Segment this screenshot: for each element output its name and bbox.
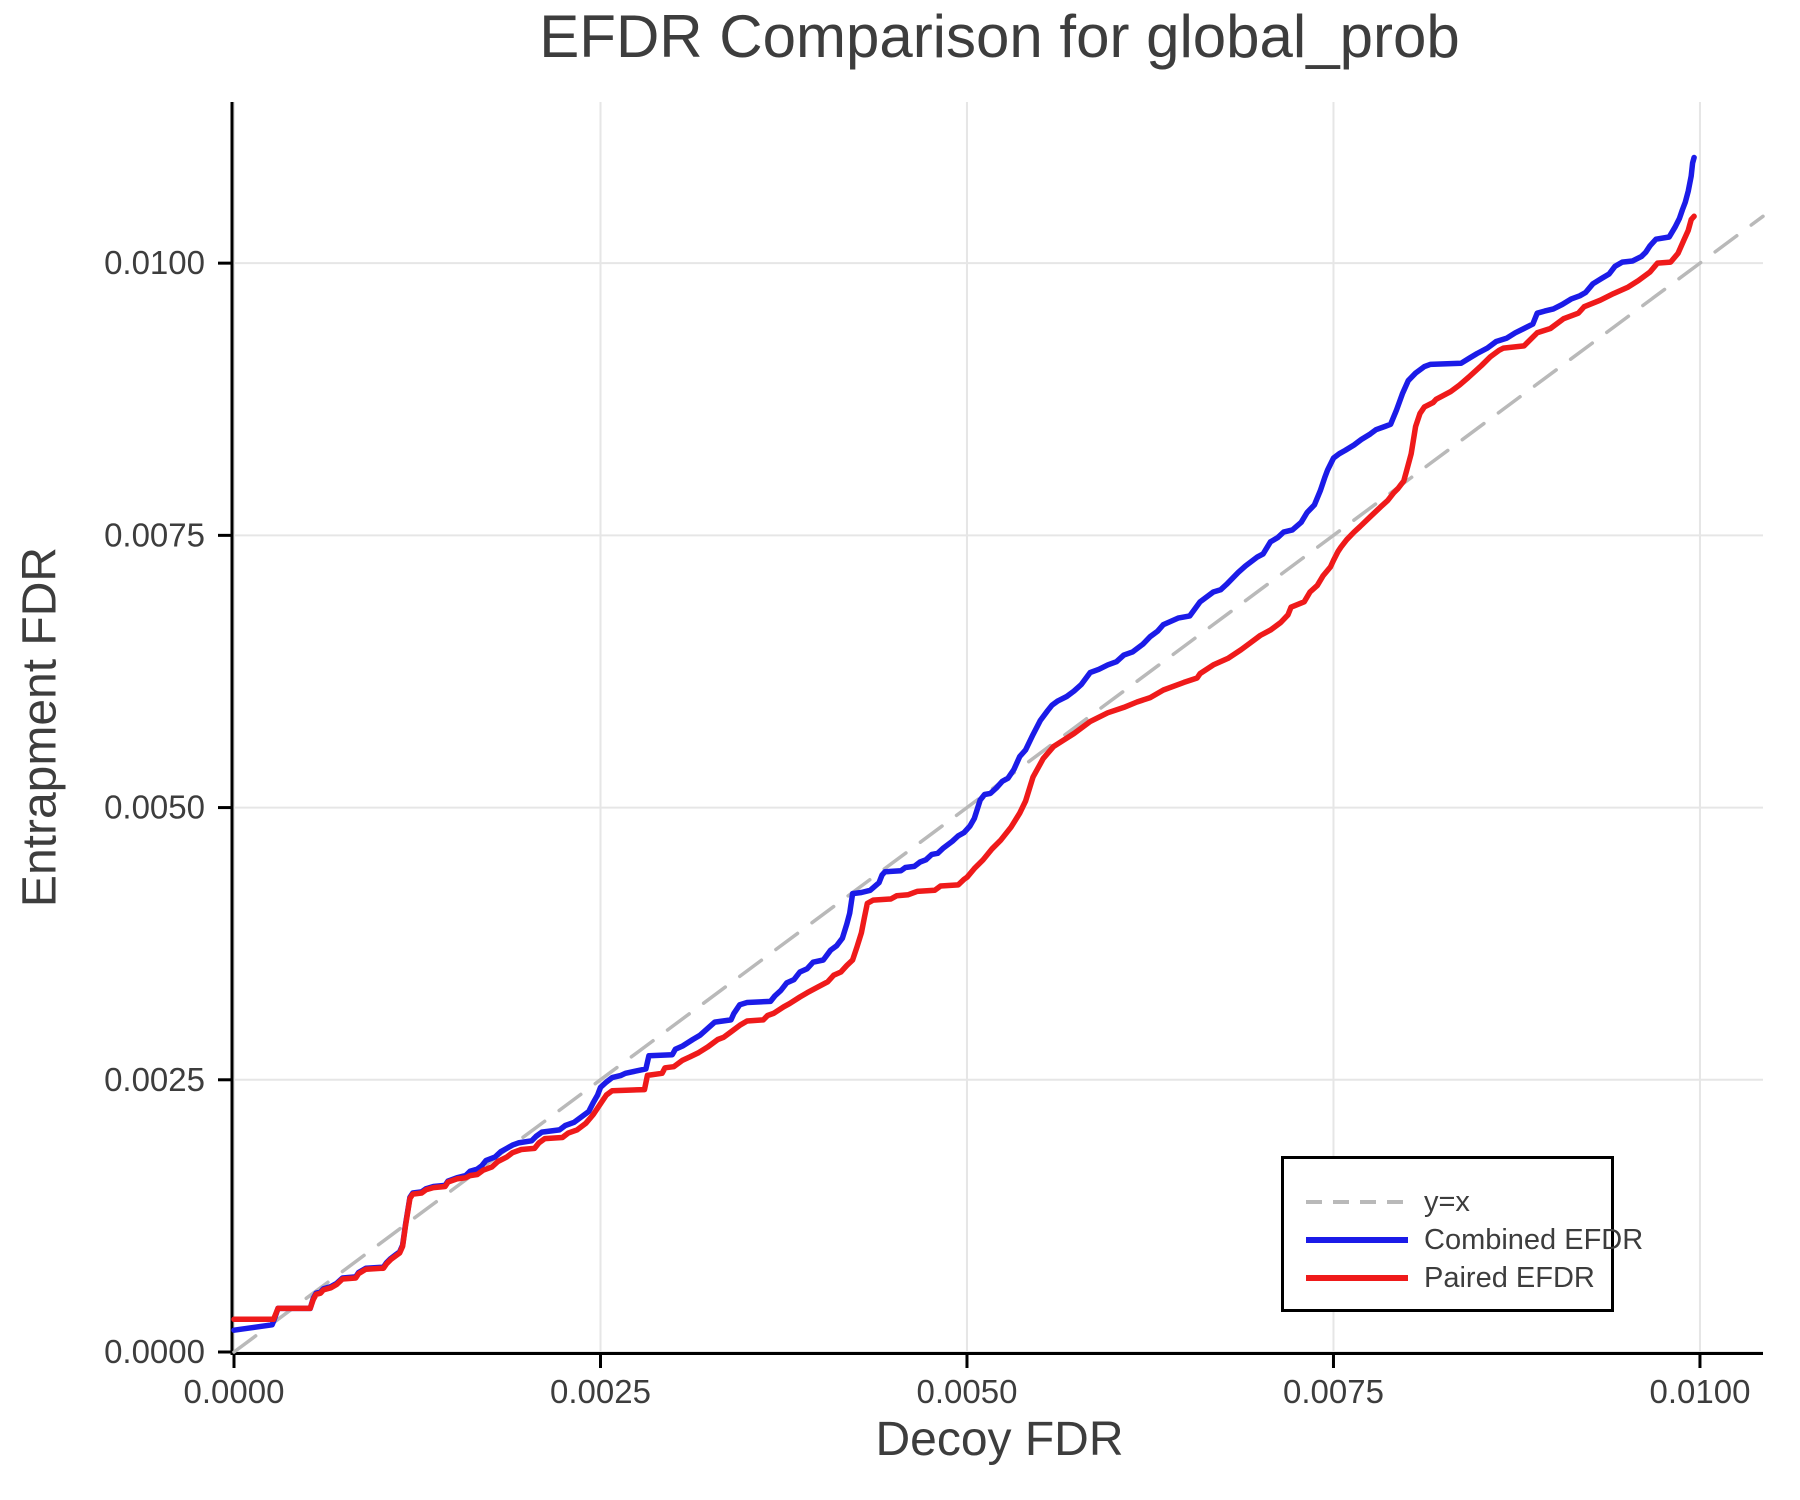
y-tick-label: 0.0100 — [104, 244, 205, 281]
paired-efdr-line — [231, 213, 1697, 1323]
x-tick-label: 0.0075 — [1283, 1373, 1384, 1410]
x-tick-label: 0.0000 — [184, 1373, 285, 1410]
x-axis-label: Decoy FDR — [875, 1413, 1124, 1466]
x-tick-label: 0.0050 — [917, 1373, 1018, 1410]
y-tick-label: 0.0075 — [104, 516, 205, 553]
y-tick-label: 0.0050 — [104, 789, 205, 826]
legend-label-paired-efdr: Paired EFDR — [1424, 1261, 1595, 1294]
legend-label-combined-efdr: Combined EFDR — [1424, 1223, 1644, 1256]
red-line-sample-icon — [1306, 1275, 1408, 1281]
legend-item-paired-efdr: Paired EFDR — [1304, 1259, 1611, 1297]
legend: y=x Combined EFDR Paired EFDR — [1281, 1156, 1643, 1312]
chart-title: EFDR Comparison for global_prob — [539, 3, 1460, 70]
y-tick-label: 0.0025 — [104, 1061, 205, 1098]
combined-efdr-line — [231, 154, 1697, 1333]
blue-line-sample-icon — [1306, 1237, 1408, 1243]
legend-item-identity: y=x — [1304, 1183, 1611, 1221]
y-tick-label: 0.0000 — [104, 1333, 205, 1370]
x-tick-label: 0.0100 — [1649, 1373, 1750, 1410]
x-tick-label: 0.0025 — [550, 1373, 651, 1410]
dashed-line-sample-icon — [1306, 1200, 1408, 1204]
legend-item-combined-efdr: Combined EFDR — [1304, 1221, 1643, 1259]
y-axis-label: Entrapment FDR — [13, 546, 67, 908]
legend-label-identity: y=x — [1424, 1185, 1470, 1218]
